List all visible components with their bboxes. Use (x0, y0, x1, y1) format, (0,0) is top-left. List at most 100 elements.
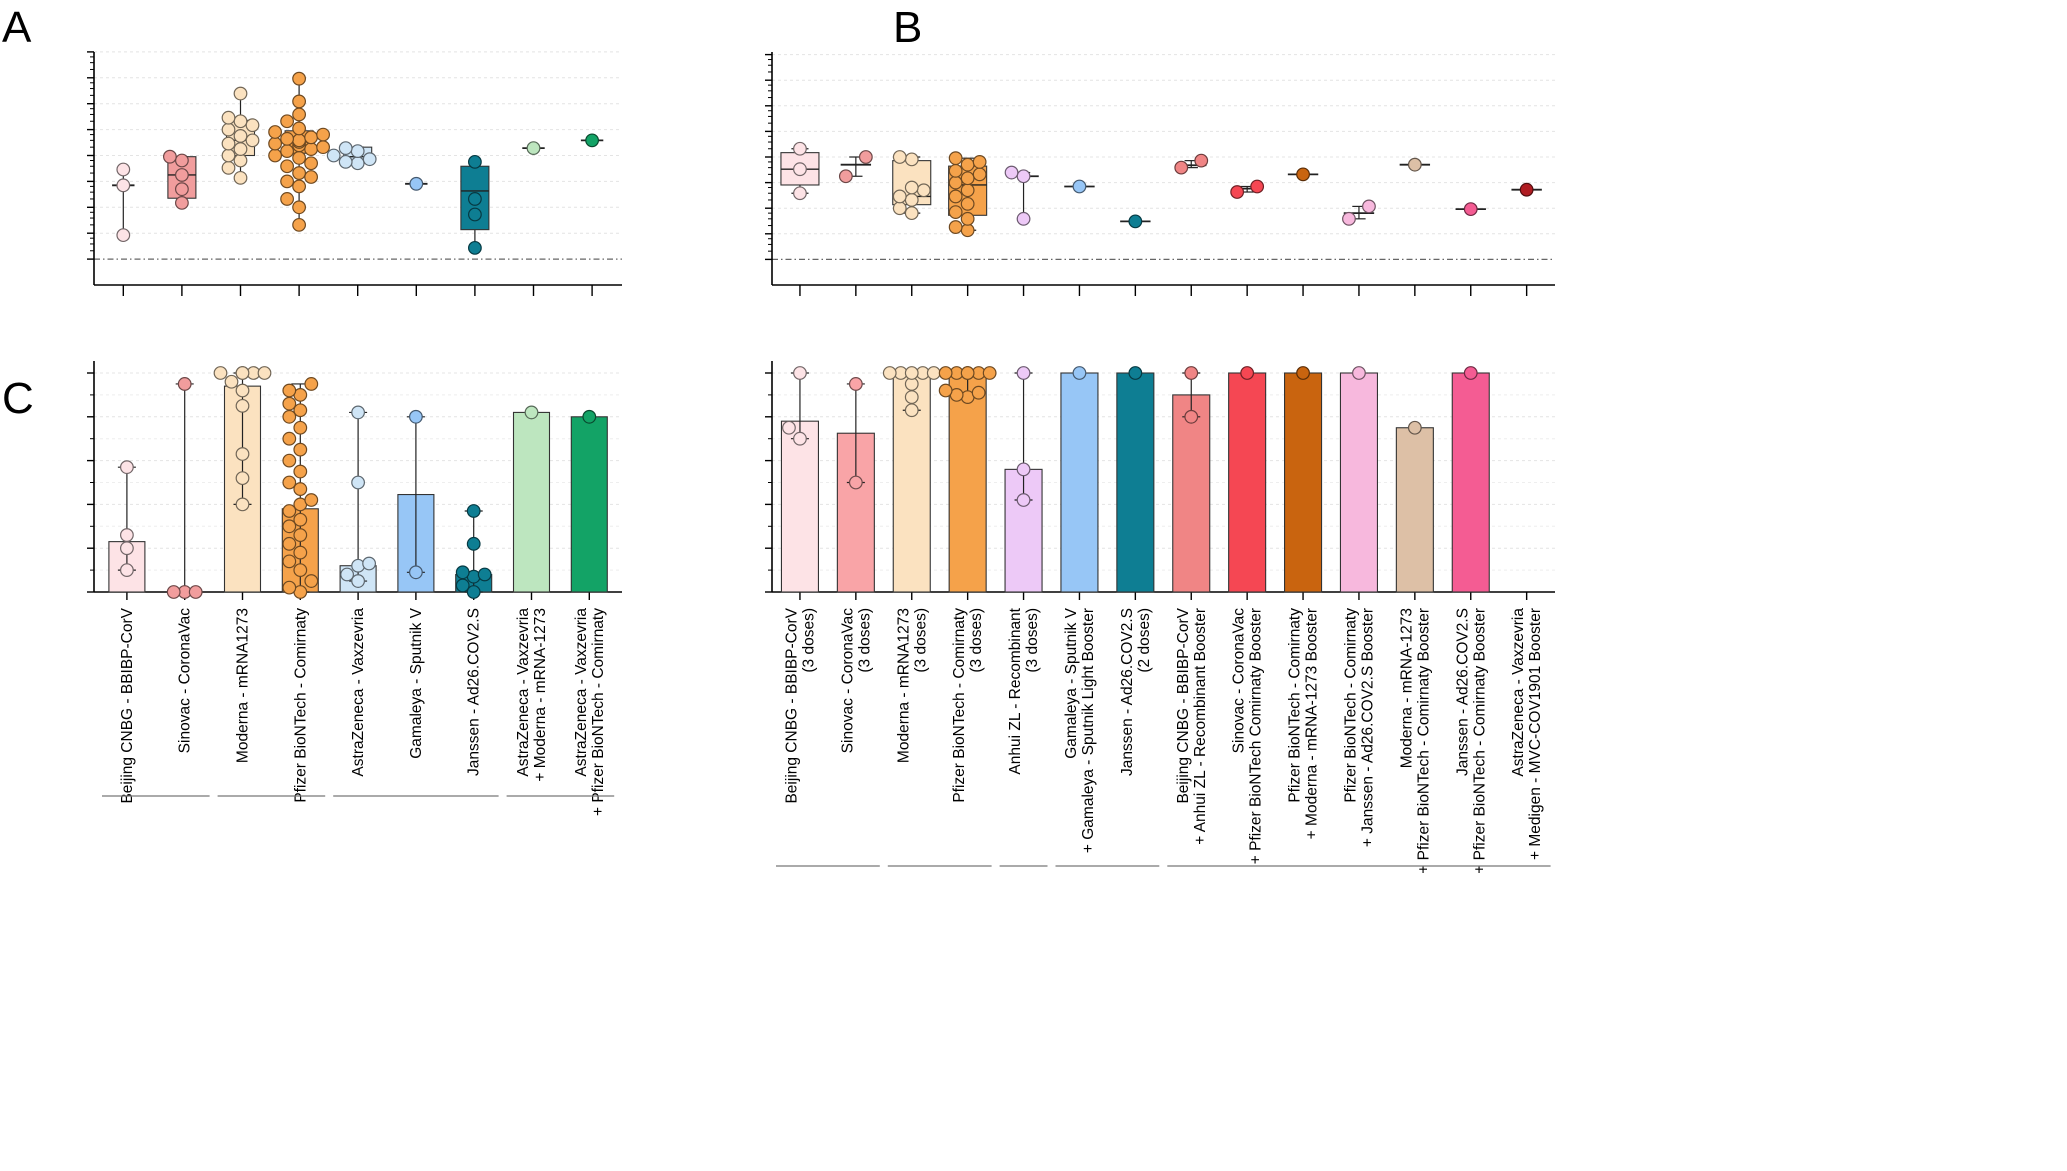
data-point (221, 122, 236, 137)
data-point (316, 140, 331, 155)
data-point (524, 405, 539, 420)
data-point (304, 130, 319, 145)
data-point (280, 131, 295, 146)
category-label-astrazeneca-vaxzevria-moderna-mrna-1273: AstraZeneca - Vaxzevria+ Moderna - mRNA-… (515, 608, 549, 782)
data-point (1463, 202, 1478, 217)
category-label-line: Pfizer BioNTech - Comirnaty (292, 608, 309, 803)
data-point (233, 170, 248, 185)
data-point (1184, 366, 1199, 380)
category-label-anhui-zl-recombinant-3-doses: Anhui ZL - Recombinant(3 doses) (1007, 607, 1041, 774)
category-label-line: + Pfizer BioNTech - Comirnaty Booster (1415, 608, 1432, 874)
data-point (582, 409, 597, 424)
category-label-line: + Moderna - mRNA-1273 Booster (1304, 608, 1321, 839)
data-point (224, 374, 239, 389)
data-point (350, 156, 365, 171)
bar-astrazeneca-vaxzevria-moderna-mrna-1273 (512, 411, 551, 593)
data-point (293, 420, 308, 435)
category-label-line: + Janssen - Ad26.COV2.S Booster (1359, 608, 1376, 847)
category-label-line: Pfizer BioNTech - Comirnaty (1342, 608, 1359, 803)
data-point (904, 403, 919, 418)
data-point (282, 580, 297, 595)
data-point (948, 220, 963, 234)
data-point (293, 563, 308, 577)
data-point (280, 159, 295, 174)
category-label-line: Janssen - Ad26.COV2.S (466, 608, 483, 776)
data-point (948, 151, 963, 166)
category-label-line: Janssen - Ad26.COV2.S (1454, 608, 1471, 776)
category-label-sinovac-coronavac-3-doses: Sinovac - CoronaVac(3 doses) (839, 608, 873, 754)
data-point (1250, 179, 1265, 194)
data-point (282, 519, 297, 534)
data-point (1407, 420, 1422, 435)
data-point (1016, 169, 1031, 184)
data-point (245, 118, 260, 133)
data-point (293, 545, 308, 560)
data-point (162, 149, 177, 164)
data-point (213, 366, 228, 380)
data-point (1296, 167, 1310, 182)
category-label-janssen-ad26-cov2-s: Janssen - Ad26.COV2.S (466, 608, 483, 776)
bar-janssen-ad26-cov2-s-pfizer-biontech-comirnaty-booster (1451, 372, 1490, 593)
category-label-line: Beijing CNBG - BBIBP-CorV (783, 607, 800, 803)
data-point (280, 192, 295, 206)
data-point (409, 176, 424, 191)
data-point (926, 366, 941, 380)
data-point (304, 142, 319, 156)
data-point (1194, 153, 1209, 168)
data-point (119, 528, 134, 542)
bar-moderna-mrna-1273-pfizer-biontech-comirnaty-booster (1395, 427, 1434, 593)
data-point (960, 196, 975, 211)
data-point (350, 144, 365, 158)
data-point (282, 554, 297, 569)
bar-janssen-ad26-cov2-s-2-doses (1116, 372, 1155, 593)
data-point (293, 528, 308, 542)
data-point (468, 192, 482, 206)
bar-sinovac-coronavac-pfizer-biontech-comirnaty-booster (1228, 372, 1267, 593)
category-label-line: AstraZeneca - Vaxzevria (573, 608, 590, 777)
category-label-line: Moderna - mRNA1273 (895, 608, 912, 763)
category-label-astrazeneca-vaxzevria-pfizer-biontech-comirnaty: AstraZeneca - Vaxzevria+ Pfizer BioNTech… (573, 608, 607, 816)
data-point (904, 152, 919, 167)
category-label-beijing-cnbg-bbibp-corv: Beijing CNBG - BBIBP-CorV (119, 607, 136, 803)
data-point (292, 107, 307, 122)
bar-pfizer-biontech-comirnaty-3-doses (948, 372, 987, 593)
category-label-line: Sinovac - CoronaVac (839, 608, 856, 754)
category-label-line: Sinovac - CoronaVac (1231, 608, 1248, 754)
data-point (257, 366, 272, 380)
data-point (233, 86, 248, 101)
category-label-line: AstraZeneca - Vaxzevria (350, 608, 367, 777)
panel-letter-c: C (2, 374, 34, 423)
data-point (293, 442, 308, 457)
data-point (1128, 214, 1143, 229)
data-point (938, 366, 953, 380)
data-point (848, 475, 863, 490)
data-point (409, 409, 423, 424)
data-point (280, 174, 295, 189)
data-point (235, 383, 250, 398)
category-label-beijing-cnbg-bbibp-corv-anhui-zl-recombinant-booster: Beijing CNBG - BBIBP-CorV+ Anhui ZL - Re… (1175, 607, 1209, 844)
data-point (466, 504, 481, 518)
data-point (221, 136, 236, 151)
category-label-line: (2 doses) (1136, 608, 1153, 673)
data-point (892, 189, 907, 204)
data-point (282, 396, 297, 411)
category-label-moderna-mrna-1273-pfizer-biontech-comirnaty-booster: Moderna - mRNA-1273+ Pfizer BioNTech - C… (1398, 608, 1432, 874)
data-point (235, 366, 250, 380)
category-label-line: + Pfizer BioNTech Comirnaty Booster (1248, 608, 1265, 864)
data-point (174, 195, 189, 210)
category-label-astrazeneca-vaxzevria: AstraZeneca - Vaxzevria (350, 608, 367, 777)
category-label-line: + Pfizer BioNTech - Comirnaty Booster (1471, 608, 1488, 874)
category-label-gamaleya-sputnik-v-gamaleya-sputnik-light-booster: Gamaleya - Sputnik V+ Gamaleya - Sputnik… (1063, 607, 1097, 853)
data-point (119, 541, 134, 556)
category-label-line: Beijing CNBG - BBIBP-CorV (1175, 607, 1192, 803)
data-point (351, 405, 366, 420)
data-point (455, 565, 470, 580)
data-point (119, 563, 134, 577)
data-point (235, 398, 250, 413)
data-point (1016, 366, 1031, 380)
data-point (858, 150, 873, 164)
category-label-pfizer-biontech-comirnaty-3-doses: Pfizer BioNTech - Comirnaty(3 doses) (951, 608, 985, 803)
bar-beijing-cnbg-bbibp-corv-anhui-zl-recombinant-booster (1172, 394, 1211, 593)
data-point (1072, 366, 1087, 380)
